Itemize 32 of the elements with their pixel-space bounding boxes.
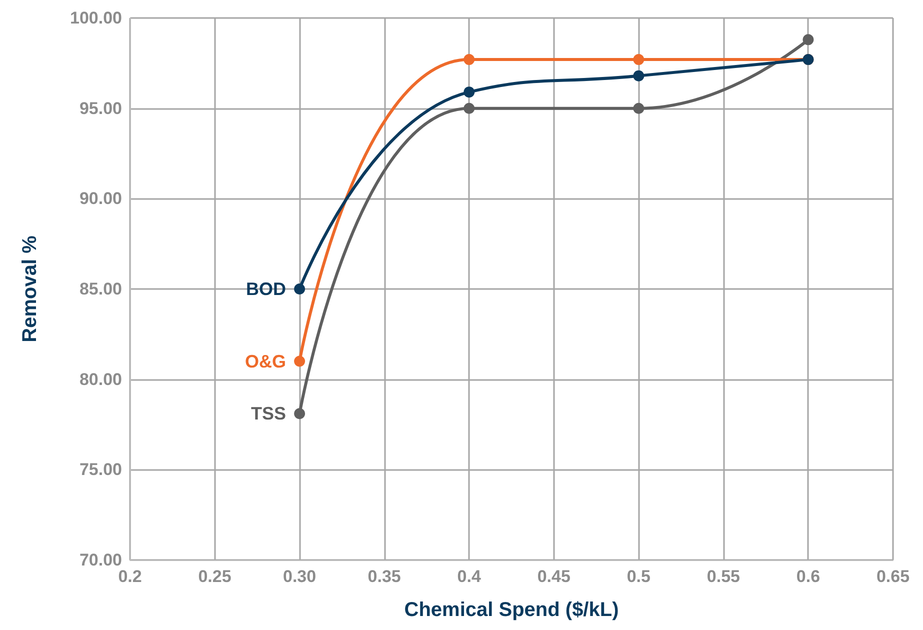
x-tick-label: 0.6	[796, 567, 820, 586]
point	[464, 102, 475, 114]
y-tick-label: 70.00	[79, 550, 122, 570]
y-tick-label: 90.00	[79, 189, 122, 208]
x-tick-label: 0.25	[198, 567, 232, 586]
y-tick-label: 75.00	[79, 460, 122, 480]
point	[464, 86, 475, 98]
point	[633, 54, 644, 66]
point	[294, 408, 306, 420]
x-tick-label: 0.55	[706, 567, 740, 586]
y-tick-label: 100.00	[70, 8, 122, 28]
series-label: TSS	[251, 404, 286, 424]
x-tick-label: 0.35	[368, 567, 401, 586]
point	[633, 102, 644, 114]
point	[633, 70, 644, 82]
x-tick-label: 0.2	[118, 567, 142, 586]
point	[802, 34, 814, 46]
x-tick-label: 0.45	[537, 567, 570, 586]
y-tick-label: 95.00	[79, 98, 122, 118]
series-label: BOD	[246, 279, 286, 299]
point	[294, 356, 306, 367]
point	[464, 54, 475, 66]
x-tick-label: 0.30	[283, 567, 316, 586]
x-tick-label: 0.4	[457, 567, 482, 586]
y-axis-title: Removal %	[19, 235, 41, 342]
y-tick-label: 85.00	[79, 280, 122, 298]
x-tick-label: 0.5	[626, 567, 650, 586]
x-tick-label: 0.65	[876, 567, 910, 586]
series-label: O&G	[245, 351, 286, 372]
point	[294, 284, 306, 294]
x-axis-title: Chemical Spend ($/kL)	[404, 599, 619, 621]
y-tick-label: 80.00	[79, 370, 122, 389]
